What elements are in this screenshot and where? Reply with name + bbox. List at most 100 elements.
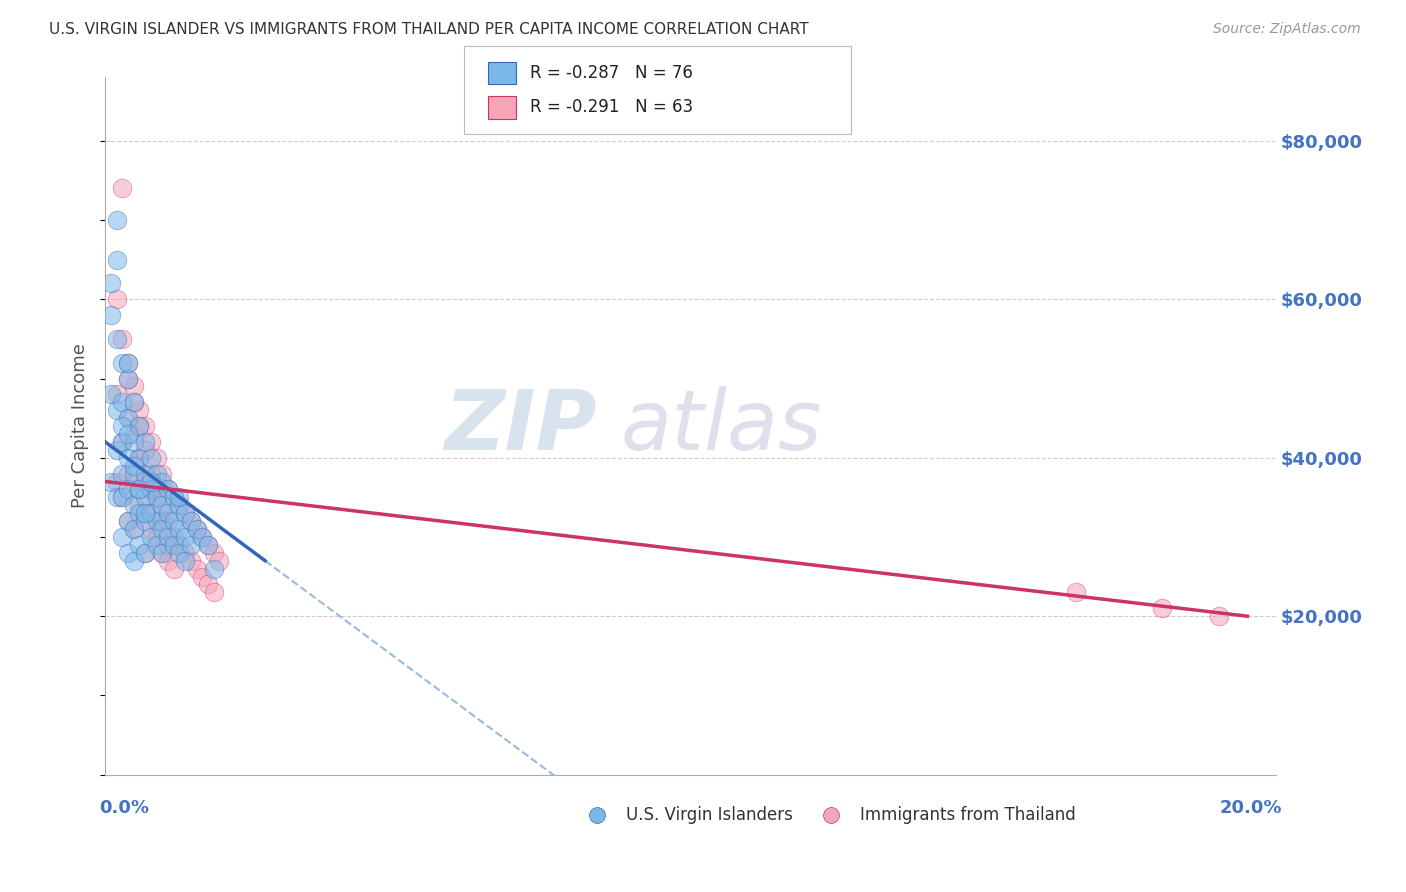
Point [139, 450, 162, 465]
Point [134, 506, 156, 520]
Point [139, 522, 162, 536]
Point [122, 395, 145, 409]
Point [197, 538, 219, 552]
Point [1064, 585, 1087, 599]
Point [139, 467, 162, 481]
Point [117, 514, 139, 528]
Text: Source: ZipAtlas.com: Source: ZipAtlas.com [1213, 22, 1361, 37]
Point [197, 538, 219, 552]
Point [174, 546, 197, 560]
Point [169, 546, 191, 560]
Point [134, 546, 156, 560]
Text: R = -0.287   N = 76: R = -0.287 N = 76 [530, 64, 693, 82]
Point [117, 467, 139, 481]
Point [150, 522, 173, 536]
Point [111, 467, 134, 481]
Point [163, 538, 186, 552]
Point [180, 554, 202, 568]
Point [139, 434, 162, 449]
Point [186, 562, 208, 576]
Point [122, 458, 145, 473]
Point [191, 530, 214, 544]
Y-axis label: Per Capita Income: Per Capita Income [72, 343, 89, 508]
Point [111, 356, 134, 370]
Point [191, 530, 214, 544]
Point [191, 569, 214, 583]
Point [117, 546, 139, 560]
Text: U.S. VIRGIN ISLANDER VS IMMIGRANTS FROM THAILAND PER CAPITA INCOME CORRELATION C: U.S. VIRGIN ISLANDER VS IMMIGRANTS FROM … [49, 22, 808, 37]
Point [157, 483, 180, 497]
Point [117, 483, 139, 497]
Point [128, 419, 150, 434]
Point [117, 411, 139, 425]
Point [105, 293, 128, 307]
Point [174, 506, 197, 520]
Point [169, 498, 191, 512]
Point [157, 530, 180, 544]
Point [111, 491, 134, 505]
Point [157, 514, 180, 528]
Point [117, 356, 139, 370]
Point [150, 546, 173, 560]
Point [111, 181, 134, 195]
Point [163, 491, 186, 505]
Point [111, 434, 134, 449]
Point [150, 546, 173, 560]
Point [122, 522, 145, 536]
Point [202, 562, 225, 576]
Point [150, 475, 173, 489]
Point [122, 395, 145, 409]
Point [105, 491, 128, 505]
Point [111, 434, 134, 449]
Point [134, 467, 156, 481]
Text: 0.0%: 0.0% [100, 799, 149, 817]
Point [128, 419, 150, 434]
Point [145, 530, 167, 544]
Point [150, 467, 173, 481]
Point [145, 467, 167, 481]
Point [163, 530, 186, 544]
Point [163, 514, 186, 528]
Point [139, 483, 162, 497]
Point [105, 252, 128, 267]
Point [117, 450, 139, 465]
Point [134, 434, 156, 449]
Point [105, 213, 128, 227]
Point [105, 475, 128, 489]
Point [122, 467, 145, 481]
Point [105, 403, 128, 417]
Point [122, 554, 145, 568]
Point [111, 395, 134, 409]
Point [128, 483, 150, 497]
Point [157, 483, 180, 497]
Point [100, 277, 122, 291]
Point [163, 562, 186, 576]
Point [150, 506, 173, 520]
Point [128, 450, 150, 465]
Point [139, 483, 162, 497]
Point [174, 554, 197, 568]
Point [111, 491, 134, 505]
Point [139, 506, 162, 520]
Point [111, 332, 134, 346]
Point [157, 554, 180, 568]
Point [134, 419, 156, 434]
Point [169, 538, 191, 552]
Point [128, 450, 150, 465]
Point [134, 506, 156, 520]
Point [134, 467, 156, 481]
Point [122, 434, 145, 449]
Point [139, 475, 162, 489]
Point [145, 538, 167, 552]
Point [197, 577, 219, 591]
Point [117, 371, 139, 385]
Point [145, 514, 167, 528]
Point [157, 538, 180, 552]
Text: Immigrants from Thailand: Immigrants from Thailand [860, 806, 1076, 824]
Point [105, 442, 128, 457]
Point [100, 387, 122, 401]
Point [1208, 609, 1230, 624]
Point [180, 514, 202, 528]
Point [128, 403, 150, 417]
Point [169, 491, 191, 505]
